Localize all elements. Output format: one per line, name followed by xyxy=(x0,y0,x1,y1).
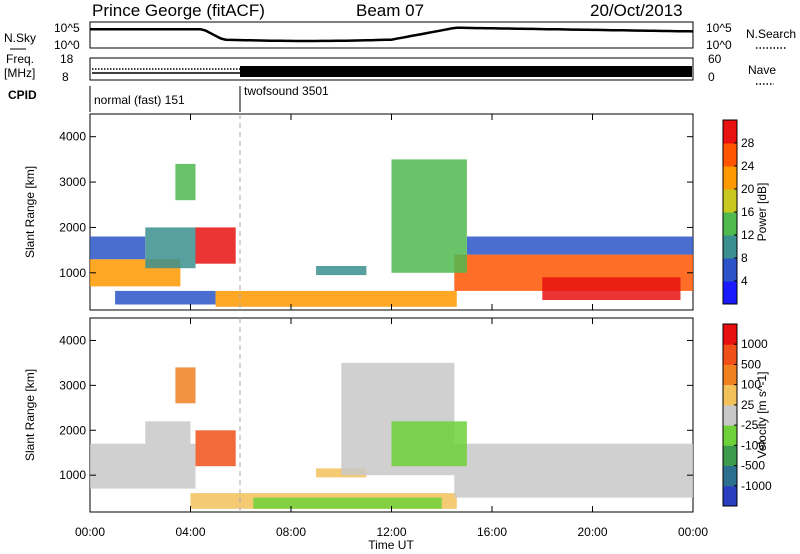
nsky-tick-bottom: 10^0 xyxy=(54,38,80,52)
freq-panel-frame xyxy=(89,57,694,81)
velocity-colorbar-label-4: -25 xyxy=(741,418,759,432)
velocity-scatter-region-5 xyxy=(316,468,367,478)
power-scatter-region-3 xyxy=(195,227,236,264)
power-colorbar-label-0: 4 xyxy=(741,274,748,288)
nave-tick-bottom: 0 xyxy=(708,70,715,84)
x-tick-label-5: 20:00 xyxy=(577,525,607,539)
nsearch-tick-top: 10^5 xyxy=(706,21,732,35)
nsky-panel-frame xyxy=(89,21,694,49)
power-colorbar-swatch-0 xyxy=(723,281,737,305)
beam-title: Beam 07 xyxy=(356,1,424,20)
power-colorbar-swatch-4 xyxy=(723,189,737,213)
power-ylabel: Slant Range [km] xyxy=(23,166,37,258)
velocity-colorbar-frame xyxy=(722,323,738,507)
power-colorbar-label-4: 20 xyxy=(741,182,755,196)
velocity-ytick-label-0: 1000 xyxy=(59,468,86,482)
power-scatter-region-5 xyxy=(115,290,216,305)
power-ytick-label-0: 1000 xyxy=(59,266,86,280)
power-colorbar-label-2: 12 xyxy=(741,228,755,242)
velocity-ylabel: Slant Range [km] xyxy=(23,369,37,461)
freq-label: Freq. xyxy=(6,52,34,66)
power-colorbar-label-5: 24 xyxy=(741,159,755,173)
x-axis-label: Time UT xyxy=(368,538,414,552)
x-tick-label-2: 08:00 xyxy=(276,525,306,539)
date-title: 20/Oct/2013 xyxy=(590,1,683,20)
velocity-scatter-region-1 xyxy=(145,421,191,444)
velocity-colorbar-label-6: -500 xyxy=(741,459,765,473)
power-ytick-label-1: 2000 xyxy=(59,220,86,234)
nave-tick-top: 60 xyxy=(708,52,722,66)
power-scatter-region-11 xyxy=(391,159,467,273)
velocity-colorbar-swatch-8 xyxy=(723,324,737,345)
velocity-colorbar-label-2: 100 xyxy=(741,378,761,392)
power-colorbar-swatch-7 xyxy=(723,120,737,144)
freq-tick-bottom: 8 xyxy=(62,70,69,84)
nave-label: Nave xyxy=(748,63,776,77)
velocity-colorbar-swatch-2 xyxy=(723,445,737,466)
power-colorbar-label: Power [dB] xyxy=(755,183,769,242)
velocity-ytick-label-2: 3000 xyxy=(59,378,86,392)
power-colorbar-swatch-2 xyxy=(723,235,737,259)
nsearch-label: N.Search xyxy=(746,27,796,41)
cpid-label: CPID xyxy=(8,88,37,102)
velocity-ytick-label-1: 2000 xyxy=(59,423,86,437)
velocity-colorbar-label-3: 25 xyxy=(741,398,755,412)
velocity-scatter-region-0 xyxy=(90,443,196,489)
power-scatter-region-6 xyxy=(215,290,457,307)
power-colorbar-swatch-5 xyxy=(723,166,737,190)
velocity-colorbar-label-0: 1000 xyxy=(741,337,768,351)
nsky-trace xyxy=(90,26,694,43)
x-tick-label-6: 00:00 xyxy=(678,525,708,539)
nsearch-tick-bottom: 10^0 xyxy=(706,38,732,52)
power-scatter-region-1 xyxy=(90,236,146,260)
velocity-colorbar-swatch-0 xyxy=(723,485,737,507)
velocity-colorbar-swatch-1 xyxy=(723,465,737,487)
velocity-scatter-region-9 xyxy=(253,497,442,509)
velocity-colorbar-label-7: -1000 xyxy=(741,479,772,493)
power-colorbar-swatch-6 xyxy=(723,143,737,167)
velocity-ytick-label-3: 4000 xyxy=(59,333,86,347)
velocity-scatter-region-3 xyxy=(175,367,196,404)
velocity-scatter-region-2 xyxy=(195,430,236,467)
nsky-label: N.Sky xyxy=(4,31,36,45)
velocity-scatter-region-6 xyxy=(454,443,693,498)
power-scatter-region-2 xyxy=(145,227,196,269)
x-tick-label-1: 04:00 xyxy=(175,525,205,539)
power-scatter-region-9 xyxy=(466,236,693,255)
power-colorbar-label-3: 16 xyxy=(741,205,755,219)
power-ytick-label-3: 4000 xyxy=(59,130,86,144)
cpid-segment-twofsound: twofsound 3501 xyxy=(244,84,329,98)
velocity-colorbar-label-1: 500 xyxy=(741,357,761,371)
power-scatter-region-4 xyxy=(175,163,196,201)
cpid-segment-normal: normal (fast) 151 xyxy=(94,93,185,107)
power-ytick-label-2: 3000 xyxy=(59,175,86,189)
x-tick-label-0: 00:00 xyxy=(75,525,105,539)
velocity-colorbar-swatch-4 xyxy=(723,404,737,426)
power-scatter-region-10 xyxy=(542,277,681,300)
velocity-colorbar-label-5: -100 xyxy=(741,438,765,452)
power-colorbar-swatch-1 xyxy=(723,258,737,282)
velocity-colorbar-swatch-6 xyxy=(723,364,737,386)
station-title: Prince George (fitACF) xyxy=(92,1,265,20)
velocity-heatmap-panel: Slant Range [km] 1000 2000 3000 4000 1000 50… xyxy=(23,317,772,513)
power-colorbar-label-1: 8 xyxy=(741,251,748,265)
power-colorbar-swatch-3 xyxy=(723,212,737,236)
power-heatmap-panel: Slant Range [km] 1000 2000 3000 4000 4 8 12 16… xyxy=(23,113,769,311)
velocity-scatter-region-8 xyxy=(391,421,467,467)
nsky-tick-top: 10^5 xyxy=(54,21,80,35)
velocity-colorbar-swatch-5 xyxy=(723,384,737,406)
velocity-colorbar-swatch-3 xyxy=(723,425,737,446)
velocity-colorbar-swatch-7 xyxy=(723,344,737,365)
freq-tick-top: 18 xyxy=(60,52,74,66)
power-colorbar-label-6: 28 xyxy=(741,136,755,150)
velocity-colorbar-label: Velocity [m s^-1] xyxy=(755,372,769,459)
freq-trace-twofsound xyxy=(240,66,692,77)
freq-unit-label: [MHz] xyxy=(4,66,35,80)
x-tick-label-3: 12:00 xyxy=(376,525,406,539)
power-scatter-region-7 xyxy=(316,266,367,276)
x-tick-label-4: 16:00 xyxy=(477,525,507,539)
